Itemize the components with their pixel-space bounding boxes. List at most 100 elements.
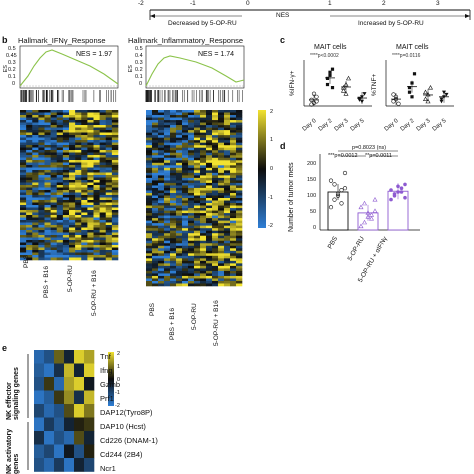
heatmap-cell [75, 132, 82, 136]
heatmap-cell [158, 245, 165, 249]
heatmap-cell [26, 212, 33, 216]
heatmap-cell [38, 237, 45, 241]
heatmap-cell [38, 180, 45, 183]
heatmap-cell [44, 404, 55, 418]
heatmap-cell [230, 218, 237, 221]
heatmap-cell [81, 232, 88, 236]
heatmap-cell [99, 232, 107, 236]
heatmap-cell [44, 444, 55, 459]
heatmap-cell [212, 223, 219, 226]
heatmap-cell [69, 207, 76, 211]
heatmap-cell [20, 120, 27, 123]
heatmap-cell [62, 115, 70, 118]
heatmap-cell [93, 182, 100, 186]
heatmap-cell [152, 192, 159, 196]
heatmap-cell [194, 152, 201, 156]
heatmap-cell [87, 235, 94, 238]
heatmap-cell [152, 172, 159, 176]
heatmap-cell [50, 150, 58, 153]
heatmap-cell [236, 187, 243, 191]
heatmap-cell [62, 125, 70, 128]
heatmap-cell [146, 162, 153, 166]
data-point [332, 182, 337, 187]
heatmap-cell [230, 157, 237, 161]
heatmap-cell [26, 232, 33, 236]
nes-tick: -2 [138, 0, 144, 7]
heatmap-cell [50, 227, 58, 231]
heatmap-cell [38, 257, 45, 261]
heatmap-cell [38, 222, 45, 226]
heatmap-cell [26, 205, 33, 208]
heatmap-cell [62, 230, 70, 233]
heatmap-cell [158, 205, 165, 209]
heatmap-cell [105, 162, 113, 166]
heatmap-cell [87, 177, 94, 181]
heatmap-cell [26, 215, 33, 218]
heatmap-cell [38, 215, 45, 218]
heatmap-cell [93, 197, 100, 201]
heatmap-cell [164, 167, 171, 171]
heatmap-cell [230, 165, 237, 169]
heatmap-cell [212, 255, 219, 259]
heatmap-cell [32, 192, 39, 196]
heatmap-cell [200, 155, 207, 159]
heatmap-cell [200, 142, 207, 146]
heatmap-cell [111, 227, 119, 231]
heatmap-cell [146, 230, 153, 234]
heatmap-cell [164, 192, 171, 196]
heatmap-cell [81, 132, 88, 136]
heatmap-cell [99, 242, 107, 246]
heatmap-cell [146, 187, 153, 191]
heatmap-cell [194, 115, 201, 118]
heatmap-cell [146, 167, 153, 171]
heatmap-cell [69, 117, 76, 121]
heatmap-cell [50, 225, 58, 228]
heatmap-cell [75, 122, 82, 126]
heatmap-cell [218, 187, 225, 191]
heatmap-cell [44, 225, 51, 228]
heatmap-cell [87, 135, 94, 138]
data-point [403, 195, 407, 200]
heatmap-cell [212, 152, 219, 156]
heatmap-cell [54, 363, 65, 378]
heatmap-cell [146, 270, 153, 274]
heatmap-cell [87, 172, 94, 176]
heatmap-cell [170, 125, 177, 128]
heatmap-cell [194, 167, 201, 171]
data-point [407, 90, 412, 94]
heatmap-cell [81, 142, 88, 146]
heatmap-cell [230, 170, 237, 174]
heatmap-cell [20, 247, 27, 251]
scatter-category: Day 3 [333, 118, 350, 133]
heatmap-cell [56, 235, 64, 238]
heatmap-cell [146, 268, 153, 272]
heatmap-cell [75, 225, 82, 228]
heatmap-cell [75, 257, 82, 261]
heatmap-cell [111, 177, 119, 181]
heatmap-cell [164, 172, 171, 176]
heatmap-cell [75, 152, 82, 156]
heatmap-cell [152, 270, 159, 274]
heatmap-cell [212, 125, 219, 128]
heatmap-cell [44, 247, 51, 251]
heatmap-cell [158, 198, 165, 201]
heatmap-cell [146, 192, 153, 196]
heatmap-cell [20, 220, 27, 223]
gsea-nes: NES = 1.74 [198, 51, 234, 58]
heatmap-cell [182, 110, 189, 113]
heatmap-cell [218, 223, 225, 226]
heatmap-cell [69, 140, 76, 143]
heatmap-cell [158, 230, 165, 234]
heatmap-cell [87, 120, 94, 123]
heatmap-cell [206, 145, 213, 149]
heatmap-cell [34, 458, 45, 472]
data-point [372, 196, 378, 202]
heatmap-cell [50, 170, 58, 173]
heatmap-cell [170, 160, 177, 164]
heatmap-cell [56, 247, 64, 251]
heatmap-cell [64, 363, 75, 378]
heatmap-cell [69, 182, 76, 186]
heatmap-cell [164, 187, 171, 191]
heatmap-cell [50, 257, 58, 261]
heatmap-cell [200, 248, 207, 252]
